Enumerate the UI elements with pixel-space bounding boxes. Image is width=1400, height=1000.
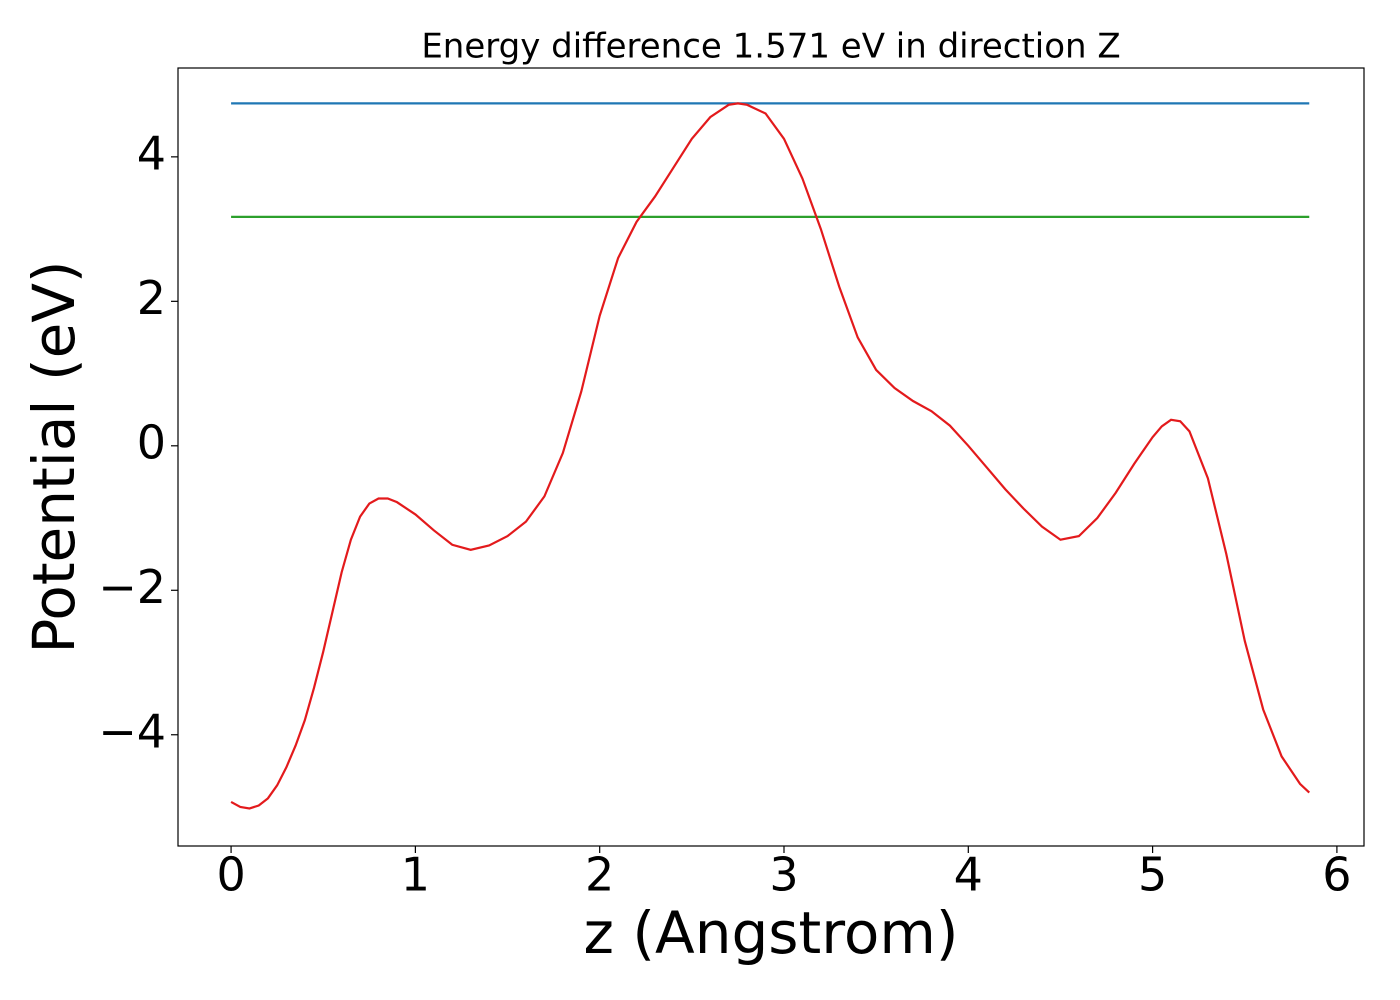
x-tick-label: 3 bbox=[769, 848, 798, 902]
x-axis-label: z (Angstrom) bbox=[584, 899, 959, 967]
x-tick-label: 5 bbox=[1138, 848, 1167, 902]
y-tick-label: 2 bbox=[137, 271, 166, 325]
y-axis-label: Potential (eV) bbox=[20, 260, 88, 653]
y-tick-label: 4 bbox=[137, 126, 166, 180]
x-tick-label: 0 bbox=[216, 848, 245, 902]
y-tick-label: −2 bbox=[98, 560, 166, 614]
x-tick-label: 1 bbox=[401, 848, 430, 902]
y-tick-label: −4 bbox=[98, 704, 166, 758]
x-tick-label: 6 bbox=[1322, 848, 1351, 902]
x-tick-label: 2 bbox=[585, 848, 614, 902]
plot-frame bbox=[177, 67, 1365, 847]
x-tick-label: 4 bbox=[954, 848, 983, 902]
series-line bbox=[230, 102, 1311, 810]
chart-title: Energy difference 1.571 eV in direction … bbox=[421, 27, 1120, 67]
y-tick-label: 0 bbox=[137, 415, 166, 469]
